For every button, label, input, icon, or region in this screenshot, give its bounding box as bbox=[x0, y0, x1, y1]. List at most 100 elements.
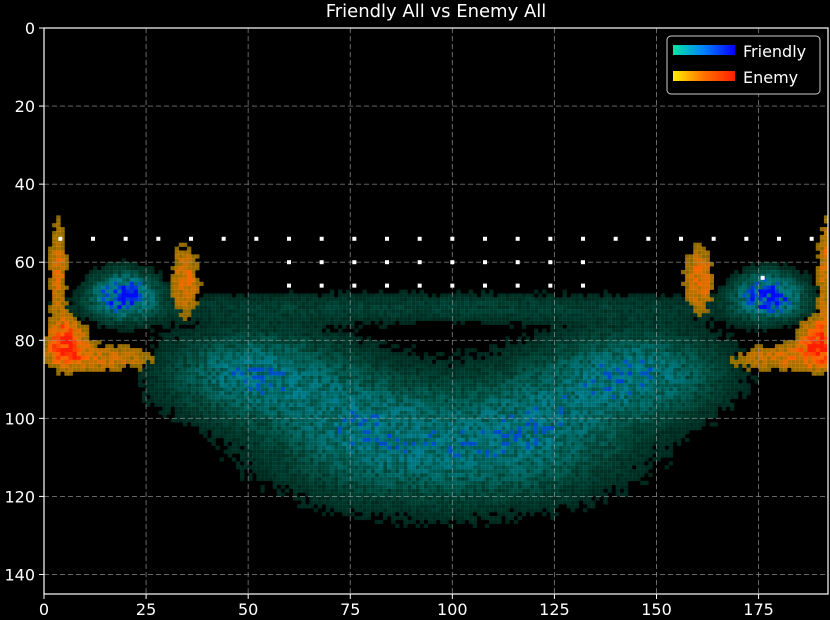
heat-cell bbox=[513, 305, 518, 310]
heat-cell bbox=[640, 320, 645, 325]
heat-cell bbox=[329, 383, 335, 388]
heat-cell bbox=[472, 398, 478, 404]
heat-cell bbox=[407, 371, 412, 376]
heat-cell bbox=[676, 340, 682, 345]
heat-cell bbox=[517, 394, 523, 400]
heat-cell bbox=[779, 363, 784, 368]
heat-cell bbox=[676, 305, 682, 310]
heat-cell bbox=[358, 387, 363, 392]
heat-cell bbox=[150, 371, 155, 376]
heat-cell bbox=[387, 394, 392, 400]
heat-cell bbox=[595, 379, 600, 384]
heat-cell bbox=[705, 371, 710, 376]
heat-cell bbox=[791, 355, 796, 361]
heat-cell bbox=[436, 363, 441, 368]
heat-cell bbox=[415, 367, 420, 372]
heat-cell bbox=[623, 316, 629, 322]
heat-cell bbox=[88, 277, 94, 283]
heat-cell bbox=[468, 312, 474, 318]
heat-cell bbox=[701, 246, 706, 251]
heat-cell bbox=[411, 363, 416, 368]
heat-cell bbox=[178, 285, 184, 290]
heat-cell bbox=[664, 367, 670, 372]
heat-cell bbox=[423, 398, 429, 404]
heat-cell bbox=[693, 273, 698, 279]
heat-cell bbox=[117, 270, 122, 275]
heat-cell bbox=[191, 273, 196, 279]
heat-cell bbox=[742, 289, 747, 294]
heat-cell bbox=[248, 391, 253, 396]
heat-cell bbox=[195, 371, 200, 376]
heat-cell bbox=[819, 348, 825, 353]
heat-cell bbox=[333, 398, 339, 404]
heat-cell bbox=[517, 305, 523, 310]
heat-cell bbox=[644, 305, 649, 310]
heat-cell bbox=[227, 301, 233, 306]
heat-cell bbox=[125, 262, 131, 267]
heat-cell bbox=[591, 309, 596, 314]
heat-cell bbox=[280, 383, 286, 388]
heat-cell bbox=[129, 363, 135, 368]
heat-cell bbox=[574, 355, 580, 361]
heat-cell bbox=[313, 383, 318, 388]
heat-cell bbox=[436, 375, 441, 380]
heat-cell bbox=[636, 320, 641, 325]
heat-cell bbox=[795, 320, 800, 325]
heat-cell bbox=[382, 379, 388, 384]
heat-cell bbox=[558, 387, 563, 392]
heat-cell bbox=[636, 316, 641, 322]
heat-cell bbox=[419, 367, 425, 372]
heat-cell bbox=[174, 340, 180, 345]
heat-cell bbox=[819, 344, 825, 349]
heat-cell bbox=[558, 363, 563, 368]
heat-cell bbox=[52, 254, 57, 259]
heat-cell bbox=[493, 316, 498, 322]
heat-cell bbox=[476, 394, 482, 400]
heat-cell bbox=[742, 277, 747, 283]
heat-cell bbox=[591, 340, 596, 345]
heat-cell bbox=[672, 336, 678, 341]
heat-cell bbox=[395, 387, 400, 392]
heat-cell bbox=[293, 297, 298, 302]
heat-cell bbox=[791, 285, 796, 290]
heat-cell bbox=[68, 309, 73, 314]
heat-cell bbox=[170, 387, 175, 392]
heat-cell bbox=[382, 348, 388, 353]
heat-cell bbox=[109, 324, 114, 329]
heat-cell bbox=[823, 336, 828, 341]
heat-cell bbox=[640, 328, 645, 333]
heat-cell bbox=[166, 293, 171, 298]
heat-cell bbox=[558, 297, 563, 302]
heat-cell bbox=[423, 391, 429, 396]
heat-cell bbox=[154, 351, 159, 357]
heat-cell bbox=[652, 344, 657, 349]
heat-cell bbox=[305, 383, 310, 388]
heat-cell bbox=[93, 340, 98, 345]
heat-cell bbox=[121, 273, 126, 279]
heat-cell bbox=[133, 273, 139, 279]
heat-cell bbox=[117, 320, 122, 325]
heat-cell bbox=[154, 371, 159, 376]
heat-cell bbox=[709, 348, 714, 353]
heat-cell bbox=[399, 383, 404, 388]
heat-cell bbox=[529, 383, 535, 388]
heat-cell bbox=[762, 355, 768, 361]
heat-cell bbox=[44, 344, 49, 349]
heat-cell bbox=[452, 387, 457, 392]
heat-cell bbox=[146, 398, 151, 404]
heat-cell bbox=[125, 285, 131, 290]
heat-cell bbox=[517, 363, 523, 368]
heat-cell bbox=[121, 324, 126, 329]
heat-cell bbox=[301, 348, 306, 353]
heat-cell bbox=[501, 320, 506, 325]
heat-cell bbox=[329, 375, 335, 380]
heat-cell bbox=[399, 394, 404, 400]
heat-cell bbox=[730, 281, 735, 286]
heat-cell bbox=[186, 301, 192, 306]
heat-cell bbox=[542, 383, 547, 388]
heat-cell bbox=[317, 398, 322, 404]
heat-cell bbox=[415, 383, 420, 388]
heat-cell bbox=[742, 309, 747, 314]
heat-cell bbox=[693, 297, 698, 302]
heat-cell bbox=[440, 391, 445, 396]
